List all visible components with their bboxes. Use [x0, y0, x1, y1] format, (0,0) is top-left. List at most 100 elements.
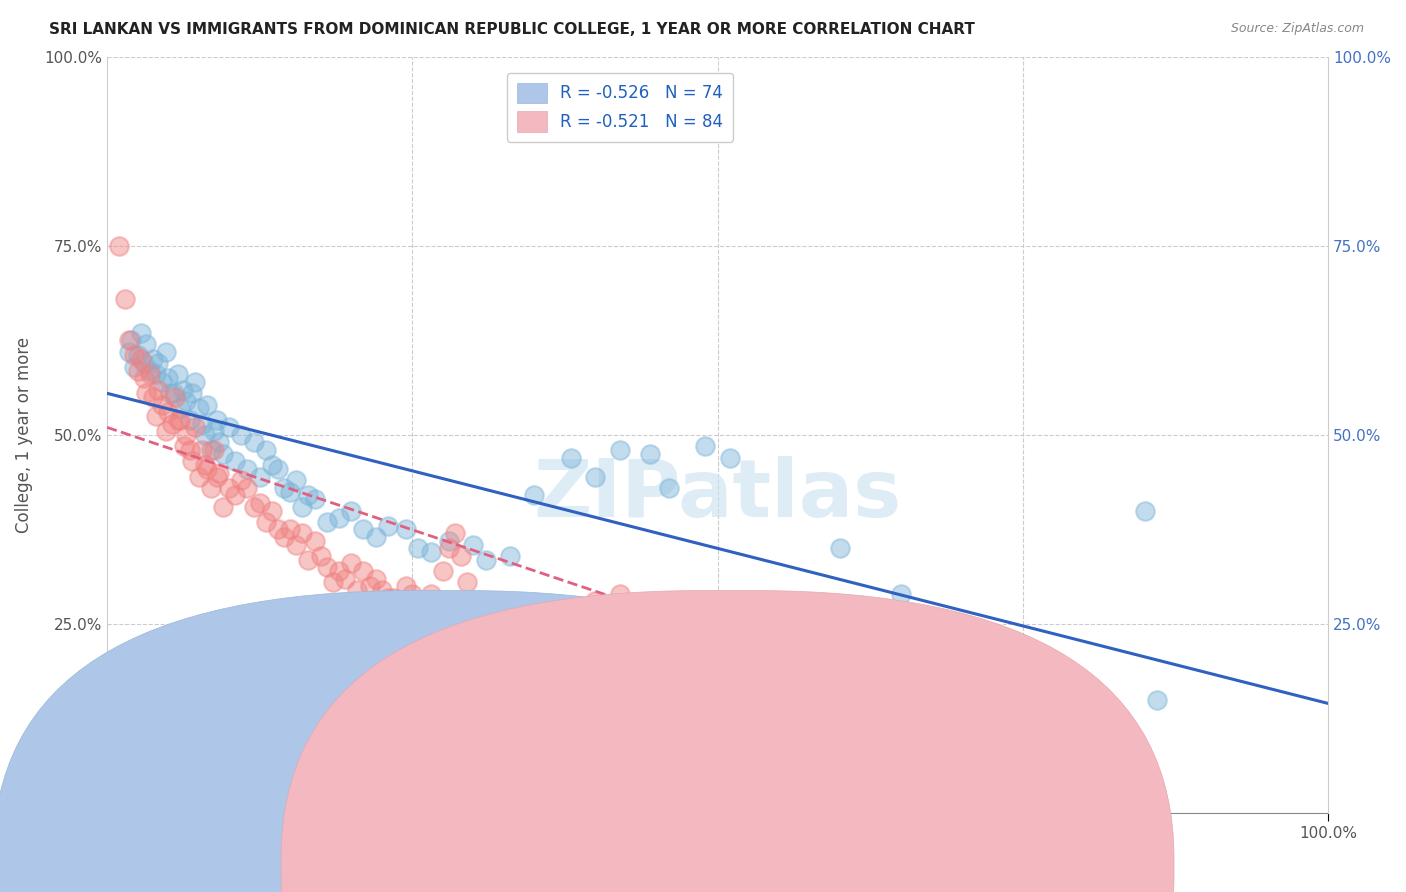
- Point: [322, 575, 344, 590]
- Point: [172, 383, 194, 397]
- Point: [297, 488, 319, 502]
- Point: [165, 390, 187, 404]
- Point: [176, 428, 198, 442]
- Point: [242, 500, 264, 514]
- Point: [413, 613, 436, 627]
- Point: [382, 591, 405, 605]
- Point: [179, 443, 201, 458]
- Point: [231, 428, 253, 442]
- Point: [499, 549, 522, 563]
- Point: [609, 443, 631, 458]
- Point: [419, 587, 441, 601]
- Point: [208, 435, 231, 450]
- Text: SRI LANKAN VS IMMIGRANTS FROM DOMINICAN REPUBLIC COLLEGE, 1 YEAR OR MORE CORRELA: SRI LANKAN VS IMMIGRANTS FROM DOMINICAN …: [49, 22, 976, 37]
- Point: [108, 239, 131, 253]
- Point: [148, 356, 170, 370]
- Point: [205, 469, 228, 483]
- Point: [224, 488, 246, 502]
- Point: [304, 492, 326, 507]
- Point: [191, 443, 214, 458]
- Point: [231, 473, 253, 487]
- Point: [195, 462, 218, 476]
- Point: [181, 386, 204, 401]
- Point: [150, 375, 173, 389]
- Point: [285, 538, 308, 552]
- Point: [194, 458, 217, 472]
- Point: [118, 334, 141, 348]
- Point: [218, 420, 240, 434]
- Point: [450, 549, 472, 563]
- Point: [297, 552, 319, 566]
- Point: [166, 368, 188, 382]
- Point: [328, 564, 350, 578]
- Point: [371, 582, 394, 597]
- Point: [129, 352, 152, 367]
- Point: [181, 454, 204, 468]
- Point: [285, 473, 308, 487]
- Point: [768, 598, 790, 612]
- Point: [408, 598, 430, 612]
- Point: [364, 530, 387, 544]
- Point: [640, 447, 662, 461]
- Point: [132, 356, 155, 370]
- Point: [260, 503, 283, 517]
- Point: [138, 363, 160, 377]
- Text: Immigrants from Dominican Republic: Immigrants from Dominican Republic: [762, 860, 1047, 874]
- Point: [155, 424, 177, 438]
- Point: [212, 500, 235, 514]
- Point: [304, 533, 326, 548]
- Point: [159, 386, 181, 401]
- Point: [114, 292, 136, 306]
- Point: [463, 598, 485, 612]
- Point: [148, 383, 170, 397]
- Point: [278, 523, 301, 537]
- Point: [145, 409, 167, 423]
- Point: [328, 511, 350, 525]
- Point: [142, 390, 165, 404]
- Point: [249, 469, 271, 483]
- Point: [184, 375, 207, 389]
- Point: [583, 469, 606, 483]
- Point: [853, 643, 876, 657]
- Point: [1133, 503, 1156, 517]
- Point: [389, 598, 412, 612]
- Point: [249, 496, 271, 510]
- Point: [377, 591, 399, 605]
- Point: [166, 413, 188, 427]
- Point: [267, 523, 290, 537]
- Point: [395, 523, 418, 537]
- Point: [395, 579, 418, 593]
- Point: [1146, 692, 1168, 706]
- Point: [176, 393, 198, 408]
- Point: [173, 439, 195, 453]
- Point: [517, 602, 540, 616]
- Point: [150, 398, 173, 412]
- Point: [340, 503, 363, 517]
- Text: ZIPatlas: ZIPatlas: [533, 457, 901, 534]
- Point: [194, 428, 217, 442]
- Point: [179, 413, 201, 427]
- Point: [132, 371, 155, 385]
- Point: [224, 454, 246, 468]
- Point: [333, 572, 356, 586]
- Point: [609, 587, 631, 601]
- Point: [401, 587, 423, 601]
- Point: [127, 349, 149, 363]
- Point: [474, 552, 496, 566]
- Point: [364, 572, 387, 586]
- Point: [352, 564, 374, 578]
- Point: [377, 518, 399, 533]
- Point: [419, 545, 441, 559]
- Point: [254, 515, 277, 529]
- Point: [120, 334, 142, 348]
- Point: [536, 602, 558, 616]
- Point: [160, 417, 183, 431]
- Point: [127, 363, 149, 377]
- Point: [208, 466, 231, 480]
- Point: [828, 541, 851, 556]
- Point: [437, 533, 460, 548]
- Point: [523, 488, 546, 502]
- Point: [432, 564, 454, 578]
- Point: [456, 575, 478, 590]
- Point: [204, 424, 226, 438]
